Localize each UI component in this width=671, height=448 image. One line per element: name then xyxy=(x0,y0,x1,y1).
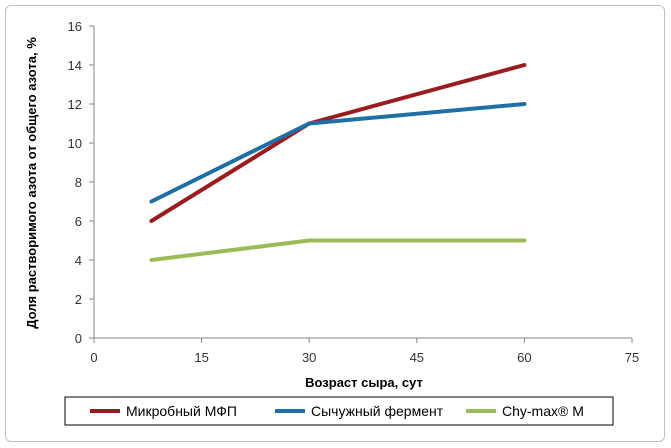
y-tick-label: 16 xyxy=(68,19,82,34)
axes xyxy=(93,26,632,339)
legend: Микробный МФП Сычужный фермент Chy-max® M xyxy=(90,403,584,419)
chart-frame xyxy=(5,5,665,442)
series-lines xyxy=(149,63,527,262)
y-tick-label: 10 xyxy=(68,136,82,151)
x-tick-label: 45 xyxy=(410,350,424,365)
series-line-3 xyxy=(149,238,527,262)
y-axis-title: Доля растворимого азота от общего азота,… xyxy=(24,37,39,329)
y-tick-label: 2 xyxy=(75,292,82,307)
x-tick-label: 0 xyxy=(90,350,97,365)
y-tick-label: 4 xyxy=(75,253,82,268)
legend-label-1: Микробный МФП xyxy=(126,403,237,419)
x-tick-label: 15 xyxy=(194,350,208,365)
series-line-1 xyxy=(149,63,527,223)
legend-label-2: Сычужный фермент xyxy=(311,403,444,419)
y-tick-label: 6 xyxy=(75,214,82,229)
x-tick-labels: 0 15 30 45 60 75 xyxy=(90,338,639,365)
y-tick-label: 14 xyxy=(68,58,82,73)
legend-box xyxy=(64,396,614,426)
x-tick-label: 30 xyxy=(302,350,316,365)
x-axis-title: Возраст сыра, сут xyxy=(305,375,423,390)
x-tick-label: 60 xyxy=(517,350,531,365)
legend-label-3: Chy-max® M xyxy=(502,403,584,419)
y-tick-labels: 0 2 4 6 8 10 12 14 16 xyxy=(68,19,94,346)
x-tick-label: 75 xyxy=(625,350,639,365)
series-line-2 xyxy=(149,102,527,204)
y-tick-label: 0 xyxy=(75,331,82,346)
y-tick-label: 8 xyxy=(75,175,82,190)
y-tick-label: 12 xyxy=(68,97,82,112)
